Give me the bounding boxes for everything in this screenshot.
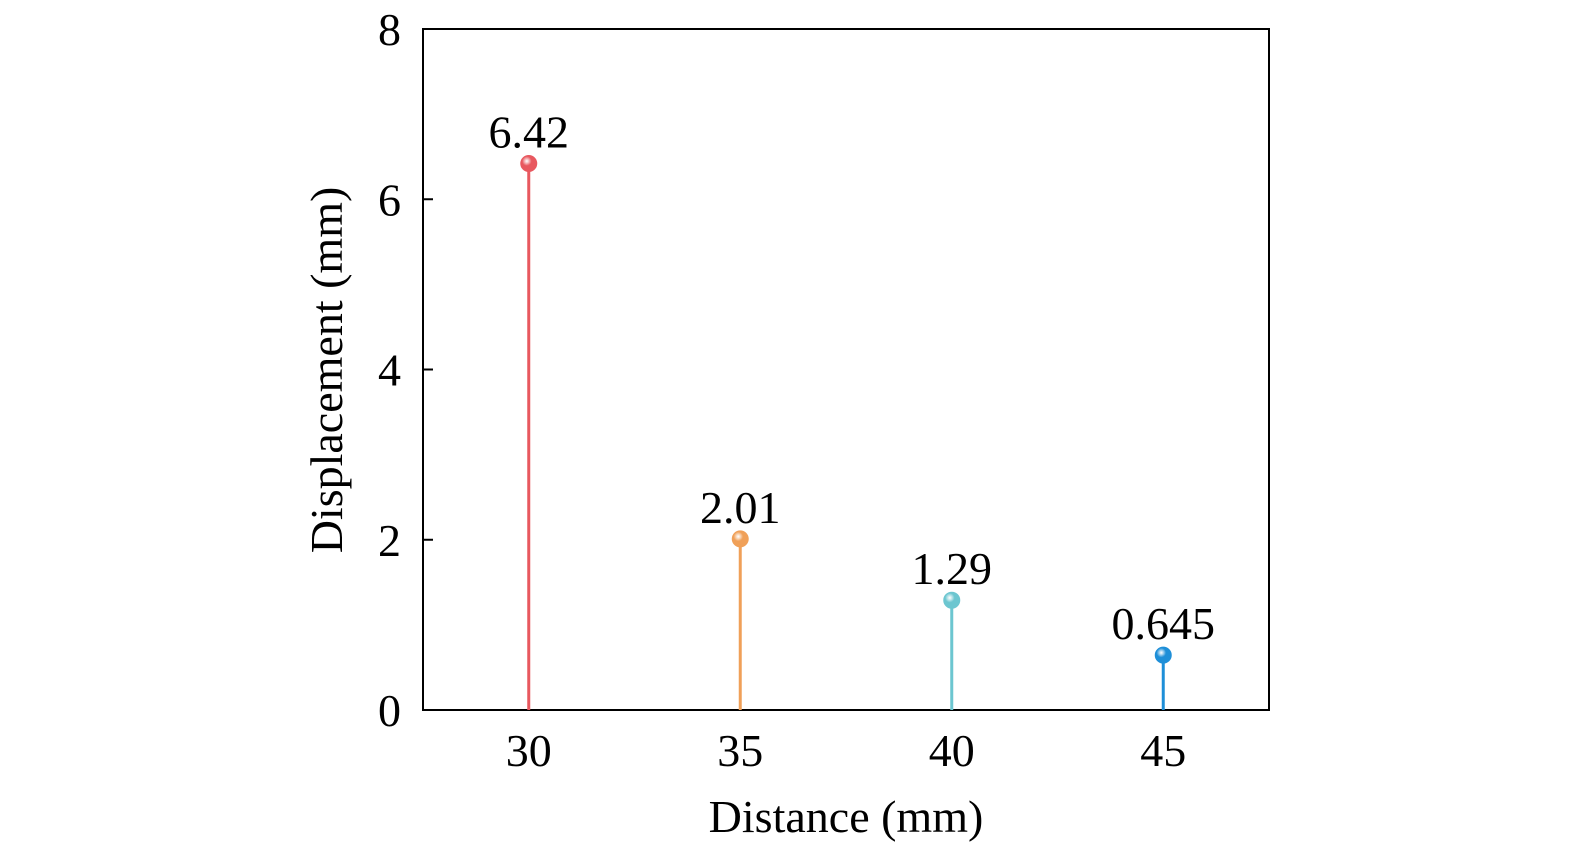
stem-marker [1154, 646, 1172, 664]
x-axis-label: Distance (mm) [709, 791, 984, 842]
x-tick-label: 40 [929, 725, 975, 776]
data-stems: 6.42 2.01 1.29 0.645 [489, 106, 1216, 710]
y-tick-label: 0 [378, 685, 401, 736]
x-tick-label: 45 [1140, 725, 1186, 776]
data-label: 0.645 [1112, 598, 1216, 649]
x-axis-ticks: 30 35 40 45 [506, 700, 1186, 776]
y-tick-label: 8 [378, 4, 401, 55]
x-tick-label: 30 [506, 725, 552, 776]
y-tick-label: 2 [378, 515, 401, 566]
stem-marker [520, 154, 538, 172]
data-label: 1.29 [912, 543, 993, 594]
y-tick-label: 6 [378, 174, 401, 225]
y-axis-ticks: 0 2 4 6 8 [378, 4, 433, 736]
x-tick-label: 35 [717, 725, 763, 776]
data-label: 6.42 [489, 106, 570, 157]
y-tick-label: 4 [378, 345, 401, 396]
stem-marker [731, 530, 749, 548]
stem-marker [943, 591, 961, 609]
y-axis-label: Displacement (mm) [301, 187, 352, 554]
data-label: 2.01 [700, 482, 781, 533]
